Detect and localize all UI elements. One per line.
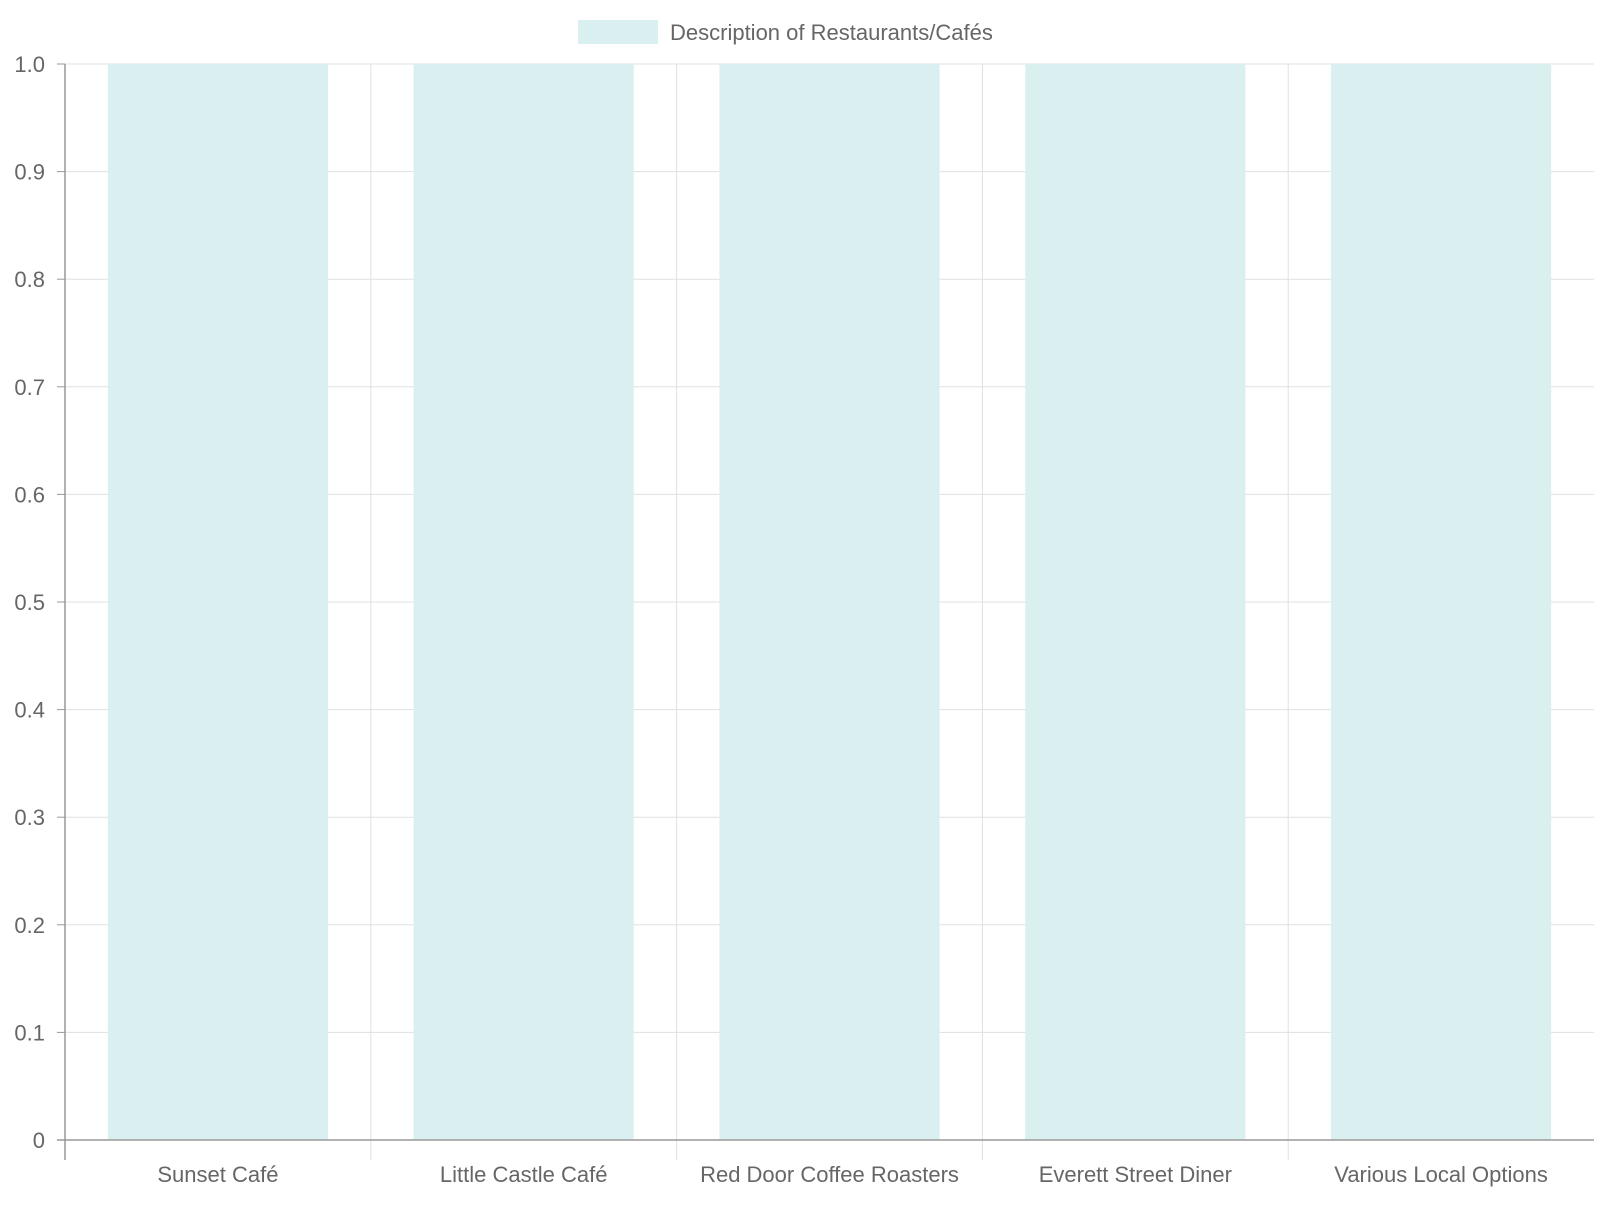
bar[interactable] — [1025, 64, 1246, 1140]
y-tick-label: 0.8 — [14, 267, 45, 292]
x-tick-label: Red Door Coffee Roasters — [700, 1162, 959, 1187]
legend-swatch[interactable] — [578, 20, 658, 44]
y-tick-label: 0.5 — [14, 590, 45, 615]
y-tick-label: 0.7 — [14, 375, 45, 400]
bar[interactable] — [719, 64, 940, 1140]
legend[interactable]: Description of Restaurants/Cafés — [578, 20, 993, 45]
x-tick-label: Sunset Café — [157, 1162, 278, 1187]
y-tick-label: 0.2 — [14, 913, 45, 938]
legend-label[interactable]: Description of Restaurants/Cafés — [670, 20, 993, 45]
bar[interactable] — [413, 64, 634, 1140]
y-tick-label: 0.4 — [14, 698, 45, 723]
axes: 0 0.1 0.2 0.3 0.4 0.5 0.6 0.7 0.8 0.9 1.0 Sunset Ca… — [14, 52, 1594, 1187]
y-tick-label: 0 — [33, 1128, 45, 1153]
bar[interactable] — [1331, 64, 1552, 1140]
y-tick-label: 0.3 — [14, 805, 45, 830]
y-tick-label: 1.0 — [14, 52, 45, 77]
bars — [107, 64, 1552, 1140]
x-tick-label: Various Local Options — [1334, 1162, 1548, 1187]
y-tick-label: 0.9 — [14, 160, 45, 185]
x-tick-label: Little Castle Café — [440, 1162, 608, 1187]
y-tick-label: 0.1 — [14, 1020, 45, 1045]
y-tick-label: 0.6 — [14, 482, 45, 507]
x-tick-label: Everett Street Diner — [1039, 1162, 1232, 1187]
bar[interactable] — [107, 64, 328, 1140]
